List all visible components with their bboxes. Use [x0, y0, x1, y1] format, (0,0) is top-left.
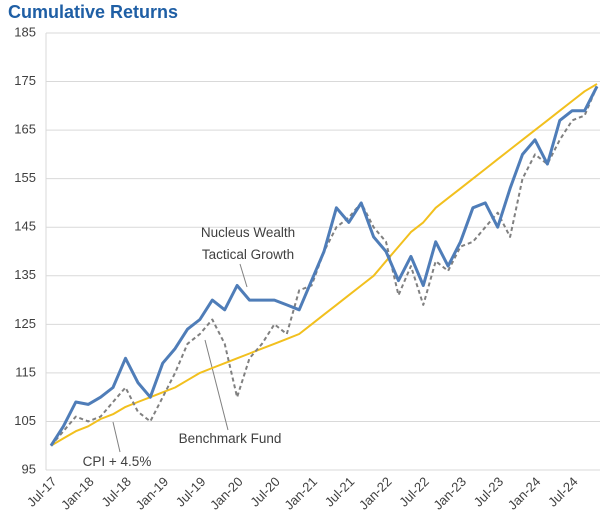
pointer: [239, 263, 248, 288]
x-tick-label: Jan-24: [505, 474, 544, 513]
x-tick-label: Jul-19: [173, 474, 209, 510]
y-tick-label: 105: [14, 413, 36, 428]
x-tick-label: Jul-21: [322, 474, 358, 510]
pointer: [204, 339, 229, 431]
y-tick-label: 185: [14, 24, 36, 39]
x-tick-label: Jul-24: [545, 474, 581, 510]
x-tick-label: Jul-22: [396, 474, 432, 510]
x-tick-label: Jan-18: [58, 474, 97, 513]
x-tick-label: Jan-23: [430, 474, 469, 513]
series-line: [50, 83, 598, 447]
series-label: Nucleus Wealth Tactical Growth: [200, 225, 296, 262]
x-tick-label: Jan-21: [281, 474, 320, 513]
y-tick-label: 165: [14, 122, 36, 137]
series-label: Benchmark Fund: [178, 431, 282, 446]
series-label: CPI + 4.5%: [82, 454, 152, 469]
chart-title: Cumulative Returns: [8, 2, 178, 22]
series-line: [50, 86, 598, 447]
y-tick-label: 145: [14, 219, 36, 234]
x-tick-label: Jan-20: [207, 474, 246, 513]
series-line: [49, 85, 599, 447]
x-tick-label: Jan-19: [133, 474, 172, 513]
x-tick-label: Jul-20: [247, 474, 283, 510]
y-tick-label: 95: [22, 461, 36, 476]
grid: 95105115125135145155165175185Jul-17Jan-1…: [14, 24, 600, 513]
y-tick-label: 155: [14, 170, 36, 185]
x-tick-label: Jul-18: [98, 474, 134, 510]
y-tick-label: 115: [15, 364, 36, 379]
x-tick-label: Jul-23: [471, 474, 507, 510]
y-tick-label: 125: [14, 316, 36, 331]
y-tick-label: 175: [14, 73, 36, 88]
y-tick-label: 135: [14, 267, 36, 282]
pointer: [112, 421, 121, 453]
x-tick-label: Jul-17: [24, 474, 60, 510]
x-tick-label: Jan-22: [356, 474, 395, 513]
